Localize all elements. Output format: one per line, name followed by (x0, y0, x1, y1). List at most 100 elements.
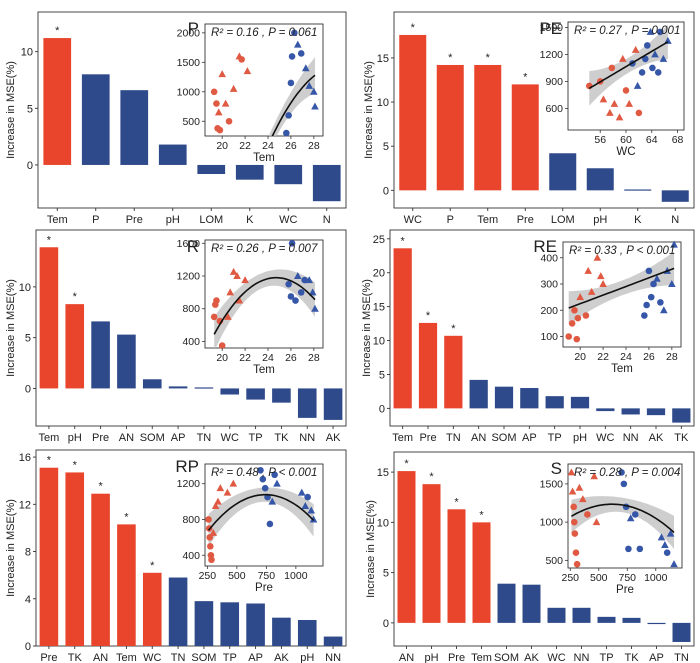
scatter-point (618, 469, 625, 476)
inset-x-tick-label: 250 (562, 572, 580, 584)
scatter-point (584, 511, 591, 518)
fit-line (571, 503, 675, 534)
inset-x-tick-label: 20 (216, 140, 228, 152)
significance-star: * (411, 22, 416, 34)
x-tick-label: K (634, 214, 642, 226)
x-tick-label: Tem (116, 652, 137, 663)
bar-tn (672, 622, 691, 642)
inset-x-tick-label: 24 (620, 351, 632, 363)
significance-star: * (451, 323, 456, 335)
scatter-point (216, 484, 225, 492)
scatter-point (631, 511, 639, 518)
y-tick-label: 0 (383, 618, 389, 630)
scatter-point (590, 472, 599, 480)
scatter-point (213, 297, 220, 304)
x-tick-label: AP (522, 432, 537, 444)
inset-y-tick-label: 100 (540, 331, 558, 343)
bar-tn (168, 577, 188, 646)
scatter-point (649, 64, 656, 72)
inset-x-tick-label: 750 (619, 572, 637, 584)
scatter-point (573, 560, 581, 568)
scatter-point (238, 56, 245, 63)
x-tick-label: TN (171, 652, 186, 663)
bar-k (235, 164, 264, 180)
x-tick-label: pH (593, 214, 607, 226)
scatter-point (654, 69, 662, 76)
scatter-point (310, 87, 318, 95)
y-tick-label: 5 (379, 369, 385, 381)
inset-y-tick-label: 1200 (540, 49, 564, 61)
inset-stats: R² = 0.48 , P < 0.001 (211, 467, 317, 479)
inset-stats: R² = 0.26 , P = 0.007 (211, 243, 318, 255)
scatter-point (670, 560, 678, 568)
inset-x-axis-label: WC (616, 146, 635, 158)
x-tick-label: Pre (448, 652, 465, 663)
scatter-point (567, 468, 576, 476)
bar-tk (672, 408, 691, 423)
inset-scatter: 56 60 64 68 600 900 1200 1500 WC R² = 0.27 , P = … (540, 21, 685, 158)
bar-ak (646, 408, 666, 416)
bar-ph (65, 304, 85, 389)
inset-x-tick-label: 28 (308, 352, 320, 364)
significance-star: * (73, 459, 78, 471)
bar-som (494, 386, 514, 409)
significance-star: * (73, 291, 78, 303)
bar-pre (91, 321, 110, 389)
inset-x-tick-label: 24 (262, 352, 274, 364)
inset-y-tick-label: 800 (182, 514, 200, 526)
significance-star: * (47, 455, 52, 467)
x-tick-label: AK (524, 652, 539, 663)
y-tick-label: 16 (19, 452, 31, 464)
scatter-point (226, 288, 235, 296)
scatter-point (626, 514, 635, 522)
x-tick-label: LOM (199, 214, 223, 226)
bar-an (469, 379, 488, 409)
y-tick-label: 5 (27, 103, 33, 115)
scatter-point (218, 342, 226, 349)
scatter-point (572, 549, 580, 557)
inset-y-tick-label: 1500 (540, 22, 564, 34)
bar-pre (511, 84, 539, 191)
y-tick-label: 5 (25, 333, 31, 345)
bar-ph (158, 144, 187, 165)
plot-frame (393, 11, 695, 209)
y-tick-label: 10 (21, 47, 33, 59)
x-tick-label: TK (624, 652, 639, 663)
y-axis-label: Increase in MSE(%) (5, 279, 17, 377)
x-tick-label: NN (574, 652, 590, 663)
x-tick-label: SOM (491, 432, 516, 444)
inset-x-tick-label: 20 (216, 352, 228, 364)
inset-y-tick-label: 400 (540, 252, 558, 264)
x-tick-label: Tem (477, 214, 498, 226)
bar-an (117, 334, 136, 389)
scatter-point (211, 502, 220, 510)
y-axis-label: Increase in MSE(%) (5, 61, 17, 159)
significance-star: * (401, 235, 406, 247)
scatter-point (271, 471, 278, 479)
y-tick-label: 10 (377, 97, 389, 109)
x-tick-label: TN (197, 432, 212, 444)
panel-label: R (187, 237, 199, 256)
scatter-point (214, 497, 222, 505)
inset-y-tick-label: 1500 (540, 478, 564, 490)
scatter-point (209, 528, 218, 536)
scatter-point (599, 95, 608, 103)
significance-star: * (479, 509, 484, 521)
x-tick-label: AN (119, 432, 134, 444)
scatter-point (266, 520, 274, 528)
inset-x-axis-label: Tem (611, 363, 633, 375)
inset-x-tick-label: 26 (643, 351, 655, 363)
inset-x-tick-label: 1000 (644, 572, 668, 584)
bar-lom (197, 164, 226, 175)
scatter-point (273, 479, 281, 487)
bar-an (91, 493, 110, 646)
scatter-point (587, 287, 596, 295)
scatter-point (633, 81, 642, 89)
x-tick-label: TK (274, 432, 289, 444)
scatter-point (631, 45, 640, 53)
y-tick-label: 5 (383, 568, 389, 580)
scatter-point (608, 64, 616, 72)
bar-tem (472, 522, 491, 623)
inset-scatter: 20 22 24 26 28 400 800 1200 1600 Tem R² = 0.26 , P… (177, 238, 324, 376)
x-tick-label: AK (274, 652, 289, 663)
